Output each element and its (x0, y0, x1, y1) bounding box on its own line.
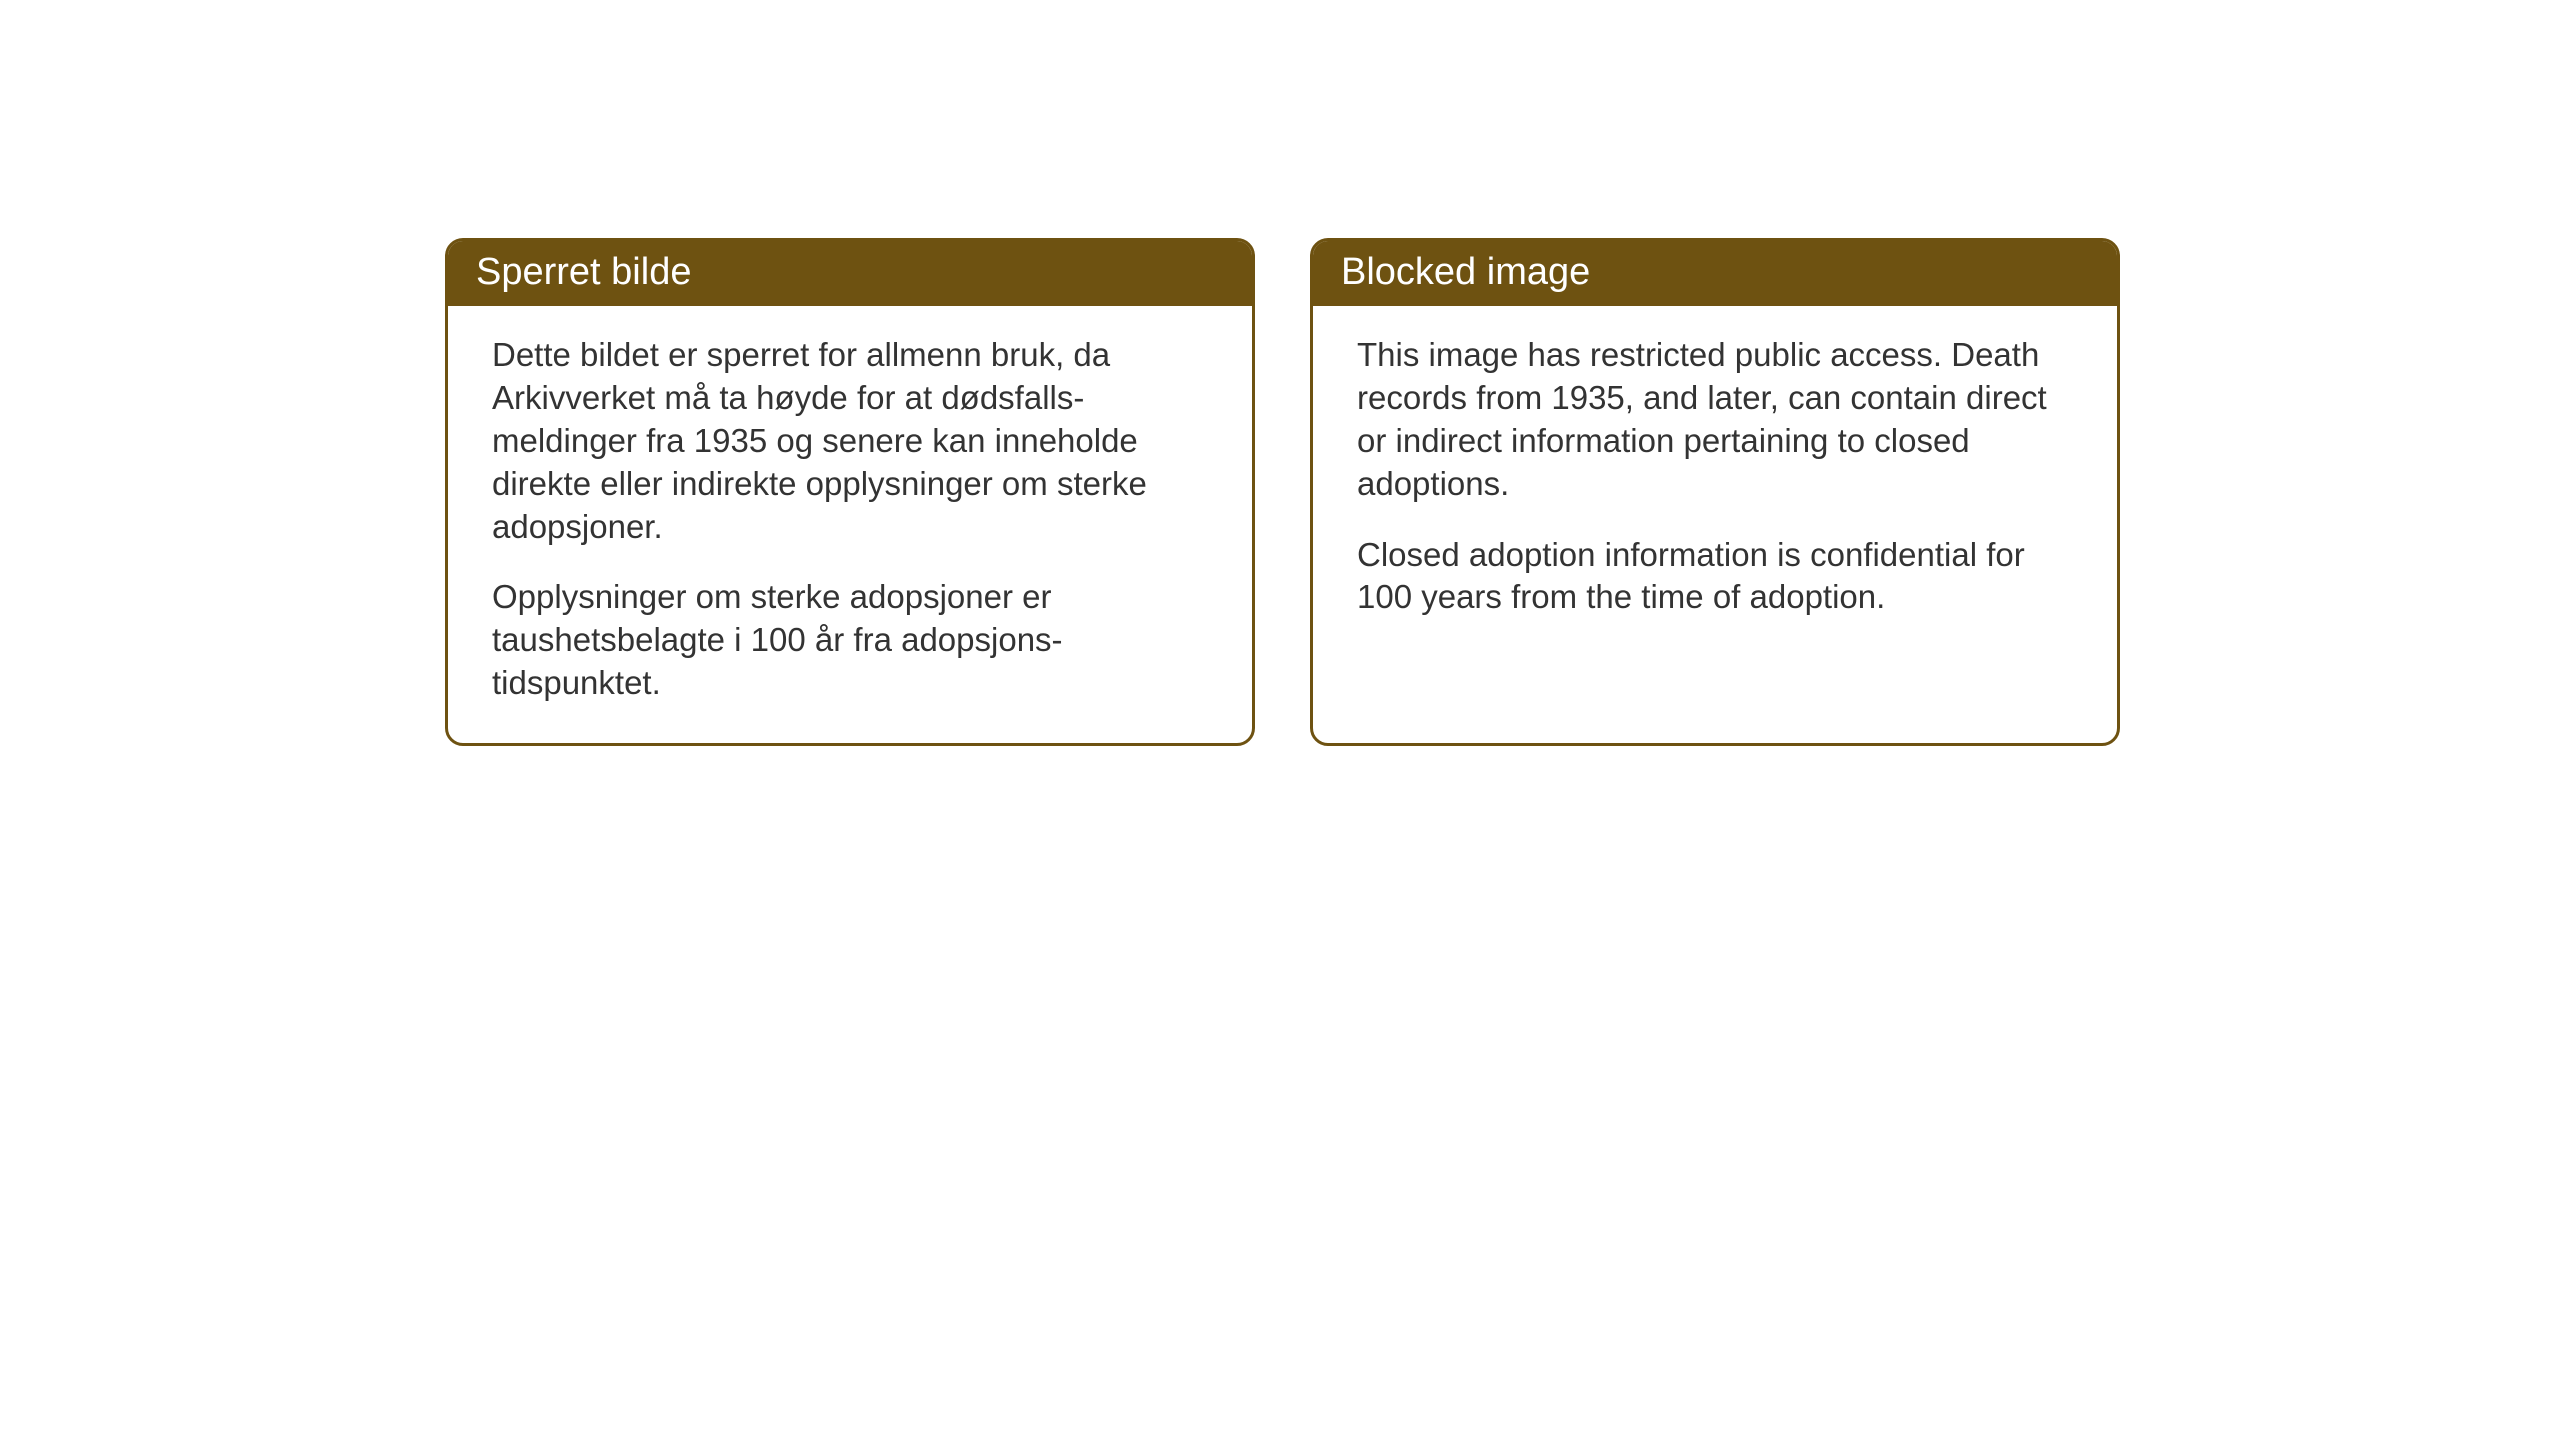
notice-box-norwegian: Sperret bilde Dette bildet er sperret fo… (445, 238, 1255, 746)
notice-paragraph-1-norwegian: Dette bildet er sperret for allmenn bruk… (492, 334, 1208, 548)
notice-body-english: This image has restricted public access.… (1313, 306, 2117, 657)
notice-paragraph-2-norwegian: Opplysninger om sterke adopsjoner er tau… (492, 576, 1208, 705)
notice-header-english: Blocked image (1313, 241, 2117, 306)
notice-body-norwegian: Dette bildet er sperret for allmenn bruk… (448, 306, 1252, 743)
notice-header-norwegian: Sperret bilde (448, 241, 1252, 306)
notice-box-english: Blocked image This image has restricted … (1310, 238, 2120, 746)
notice-paragraph-1-english: This image has restricted public access.… (1357, 334, 2073, 506)
notice-paragraph-2-english: Closed adoption information is confident… (1357, 534, 2073, 620)
notice-container: Sperret bilde Dette bildet er sperret fo… (445, 238, 2120, 746)
